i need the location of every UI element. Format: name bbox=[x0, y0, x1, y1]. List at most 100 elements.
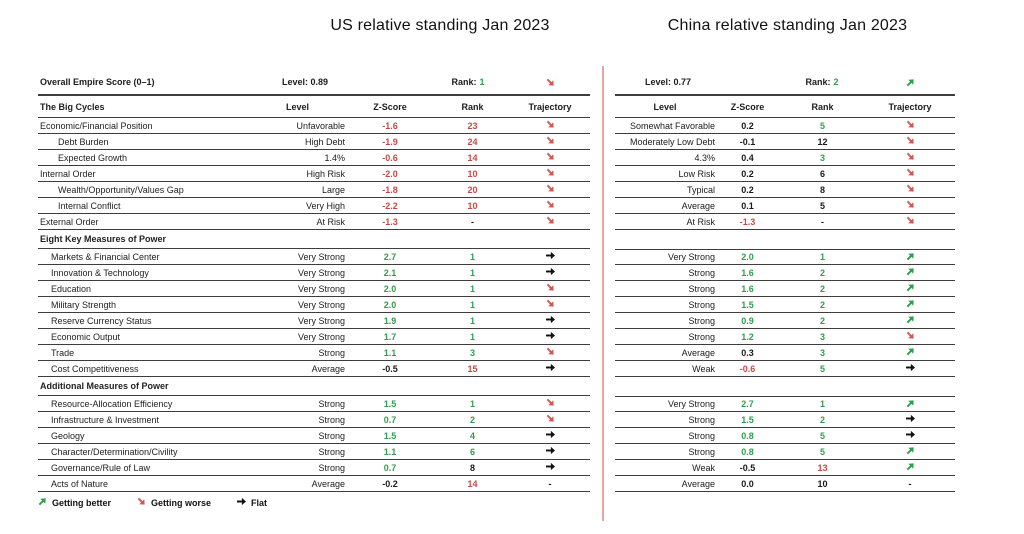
up-arrow-icon bbox=[906, 315, 915, 324]
zscore-cell: -1.3 bbox=[382, 216, 398, 227]
rank-cell: 4 bbox=[469, 430, 475, 441]
rank-cell: 8 bbox=[469, 462, 475, 473]
flat-arrow-icon bbox=[545, 462, 555, 471]
row-label: External Order bbox=[40, 216, 99, 227]
level-cell: 4.3% bbox=[694, 152, 715, 163]
rank-cell: 5 bbox=[819, 430, 825, 441]
flat-arrow-icon bbox=[237, 497, 247, 506]
china-table-rows: Somewhat Favorable 0.2 5 Moderately Low Deb… bbox=[615, 118, 955, 492]
up-arrow-icon bbox=[906, 399, 915, 408]
level-cell: Very Strong bbox=[297, 267, 345, 278]
section-title: Additional Measures of Power bbox=[40, 381, 169, 391]
level-cell: Strong bbox=[318, 430, 345, 441]
down-arrow-icon bbox=[906, 184, 915, 193]
column-header-trajectory: Trajectory bbox=[888, 101, 932, 112]
table-row: Geology Strong 1.5 4 bbox=[38, 428, 590, 444]
trajectory-cell bbox=[865, 430, 955, 441]
down-arrow-icon bbox=[906, 152, 915, 161]
rank-cell: 5 bbox=[819, 446, 825, 457]
column-header-rank: Rank bbox=[811, 101, 834, 112]
level-cell: Strong bbox=[318, 398, 345, 409]
trajectory-cell bbox=[510, 216, 590, 227]
level-cell: Very Strong bbox=[667, 252, 715, 262]
trajectory-cell bbox=[510, 251, 590, 262]
legend-icon-slot bbox=[38, 497, 47, 508]
row-label: Debt Burden bbox=[58, 136, 109, 147]
up-arrow-icon bbox=[906, 299, 915, 308]
flat-arrow-icon bbox=[545, 446, 555, 455]
rank-cell: 24 bbox=[467, 136, 478, 147]
row-label: Economic/Financial Position bbox=[40, 120, 153, 131]
rank-cell: 14 bbox=[467, 478, 478, 489]
zscore-cell: 2.0 bbox=[741, 252, 754, 262]
rank-cell: 23 bbox=[467, 120, 478, 131]
row-label: Military Strength bbox=[51, 299, 117, 310]
trajectory-cell bbox=[865, 184, 955, 195]
flat-arrow-icon bbox=[545, 251, 555, 260]
row-label: Reserve Currency Status bbox=[51, 315, 152, 326]
down-arrow-icon bbox=[546, 414, 555, 423]
row-label: Innovation & Technology bbox=[51, 267, 149, 278]
level-cell: Very High bbox=[305, 200, 345, 211]
level-cell: Strong bbox=[688, 331, 715, 342]
trajectory-cell bbox=[865, 446, 955, 457]
row-label: Infrastructure & Investment bbox=[51, 414, 160, 425]
flat-arrow-icon bbox=[905, 430, 915, 439]
flat-arrow-icon bbox=[545, 315, 555, 324]
trajectory-cell bbox=[865, 252, 955, 263]
table-row: External Order At Risk -1.3 - bbox=[38, 214, 590, 230]
zscore-cell: 0.8 bbox=[741, 446, 754, 457]
level-cell: Strong bbox=[318, 414, 345, 425]
rank-cell: 2 bbox=[819, 315, 825, 326]
down-arrow-icon bbox=[546, 299, 555, 308]
table-row: Weak -0.5 13 bbox=[615, 460, 955, 476]
trajectory-cell bbox=[510, 347, 590, 358]
trajectory-cell: - bbox=[865, 479, 955, 489]
rank-cell: 1 bbox=[469, 283, 475, 294]
level-cell: Very Strong bbox=[297, 315, 345, 326]
table-row: Reserve Currency Status Very Strong 1.9 1 bbox=[38, 313, 590, 329]
china-table: Level: 0.77 Rank: 2 Level Z-Score Rank Tr… bbox=[615, 70, 955, 492]
flat-arrow-icon bbox=[545, 430, 555, 439]
rank-cell: 1 bbox=[469, 267, 475, 278]
column-header-big-cycles: The Big Cycles bbox=[40, 101, 105, 112]
level-cell: Average bbox=[681, 478, 715, 489]
zscore-cell: 1.5 bbox=[741, 299, 754, 310]
china-overall-level: Level: 0.77 bbox=[645, 77, 692, 87]
down-arrow-icon bbox=[137, 497, 146, 506]
level-cell: Very Strong bbox=[297, 299, 345, 310]
trajectory-cell bbox=[510, 152, 590, 163]
table-row: Markets & Financial Center Very Strong 2.7… bbox=[38, 249, 590, 265]
down-arrow-icon bbox=[546, 136, 555, 145]
down-arrow-icon bbox=[906, 331, 915, 340]
row-label: Acts of Nature bbox=[51, 478, 109, 489]
level-cell: At Risk bbox=[316, 216, 345, 227]
rank-cell: 20 bbox=[467, 184, 478, 195]
trajectory-cell bbox=[510, 462, 590, 473]
legend-label: Flat bbox=[251, 497, 268, 508]
china-overall-rank: Rank: 2 bbox=[777, 70, 867, 94]
rank-cell: 5 bbox=[819, 120, 825, 131]
trajectory-cell bbox=[510, 414, 590, 425]
table-row: Strong 1.6 2 bbox=[615, 281, 955, 297]
level-cell: Strong bbox=[688, 414, 715, 425]
level-cell: Very Strong bbox=[667, 399, 715, 409]
trajectory-cell bbox=[510, 168, 590, 179]
zscore-cell: -1.6 bbox=[382, 120, 398, 131]
legend-label: Getting worse bbox=[151, 497, 212, 508]
level-cell: High Debt bbox=[304, 136, 345, 147]
zscore-cell: 0.1 bbox=[741, 200, 754, 211]
zscore-cell: -0.2 bbox=[382, 478, 398, 489]
us-header-row: The Big Cycles Level Z-Score Rank Trajec… bbox=[38, 94, 590, 118]
zscore-cell: 2.7 bbox=[383, 251, 397, 262]
us-overall-rank: Rank: 1 bbox=[423, 70, 513, 94]
level-cell: At Risk bbox=[686, 216, 715, 227]
trajectory-cell bbox=[510, 299, 590, 310]
zscore-cell: 2.0 bbox=[383, 299, 397, 310]
level-cell: Average bbox=[681, 200, 715, 211]
table-row: Military Strength Very Strong 2.0 1 bbox=[38, 297, 590, 313]
legend-label: Getting better bbox=[52, 497, 112, 508]
trajectory-cell bbox=[510, 120, 590, 131]
zscore-cell: -1.3 bbox=[739, 216, 756, 227]
down-arrow-icon bbox=[906, 120, 915, 129]
